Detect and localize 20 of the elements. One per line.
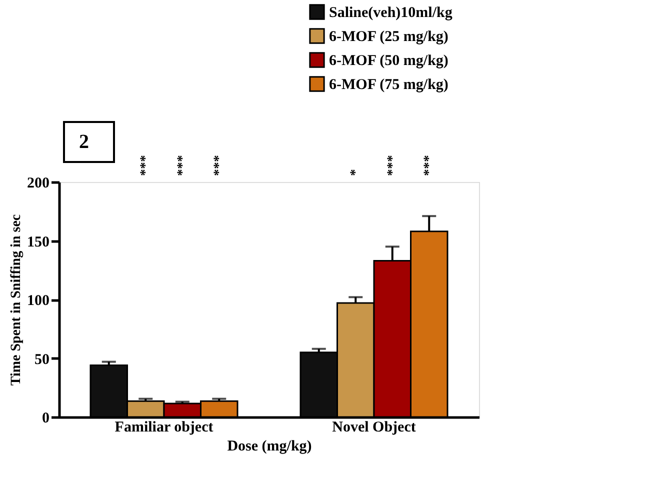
y-tick-label: 50: [34, 352, 50, 368]
y-tick-label: 100: [27, 293, 50, 309]
x-axis-title: Dose (mg/kg): [227, 438, 312, 454]
legend-label: 6-MOF (50 mg/kg): [329, 53, 448, 69]
x-tick-label: Novel Object: [332, 420, 416, 436]
text: ***: [138, 155, 154, 176]
x-tick-label: Familiar object: [114, 420, 214, 436]
y-tick-label: 0: [42, 410, 50, 426]
legend-label: 6-MOF (75 mg/kg): [329, 77, 448, 93]
text: 2: [79, 131, 89, 153]
text: ***: [422, 155, 438, 176]
text: ***: [385, 155, 400, 176]
text: ***: [212, 155, 228, 176]
text: *: [348, 169, 364, 176]
legend-label: 6-MOF (25 mg/kg): [329, 29, 448, 45]
y-tick-label: 200: [27, 176, 50, 192]
y-axis-title: Time Spent in Sniffing in sec: [9, 214, 24, 386]
y-tick-label: 150: [27, 234, 50, 250]
text: ***: [175, 155, 190, 176]
legend-label: Saline(veh)10ml/kg: [329, 5, 453, 21]
